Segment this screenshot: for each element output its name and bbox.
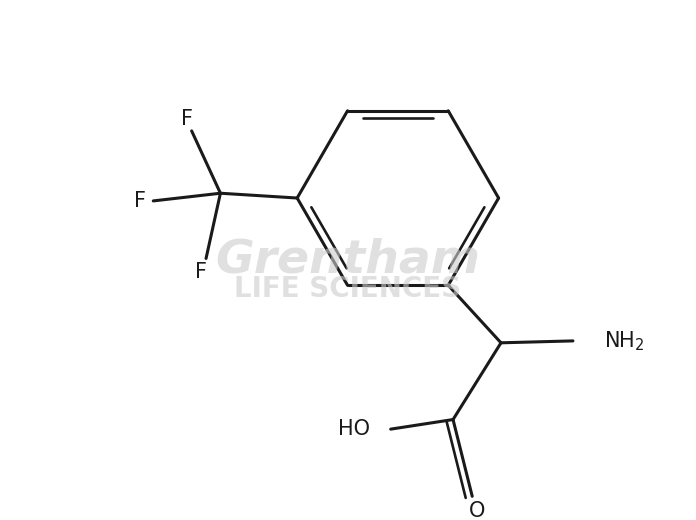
Text: NH$_2$: NH$_2$: [603, 329, 644, 353]
Text: F: F: [181, 109, 193, 129]
Text: O: O: [469, 501, 485, 520]
Text: Grentham: Grentham: [216, 238, 480, 283]
Text: HO: HO: [338, 419, 370, 439]
Text: LIFE SCIENCES: LIFE SCIENCES: [235, 275, 461, 303]
Text: F: F: [196, 262, 207, 282]
Text: F: F: [134, 191, 146, 211]
